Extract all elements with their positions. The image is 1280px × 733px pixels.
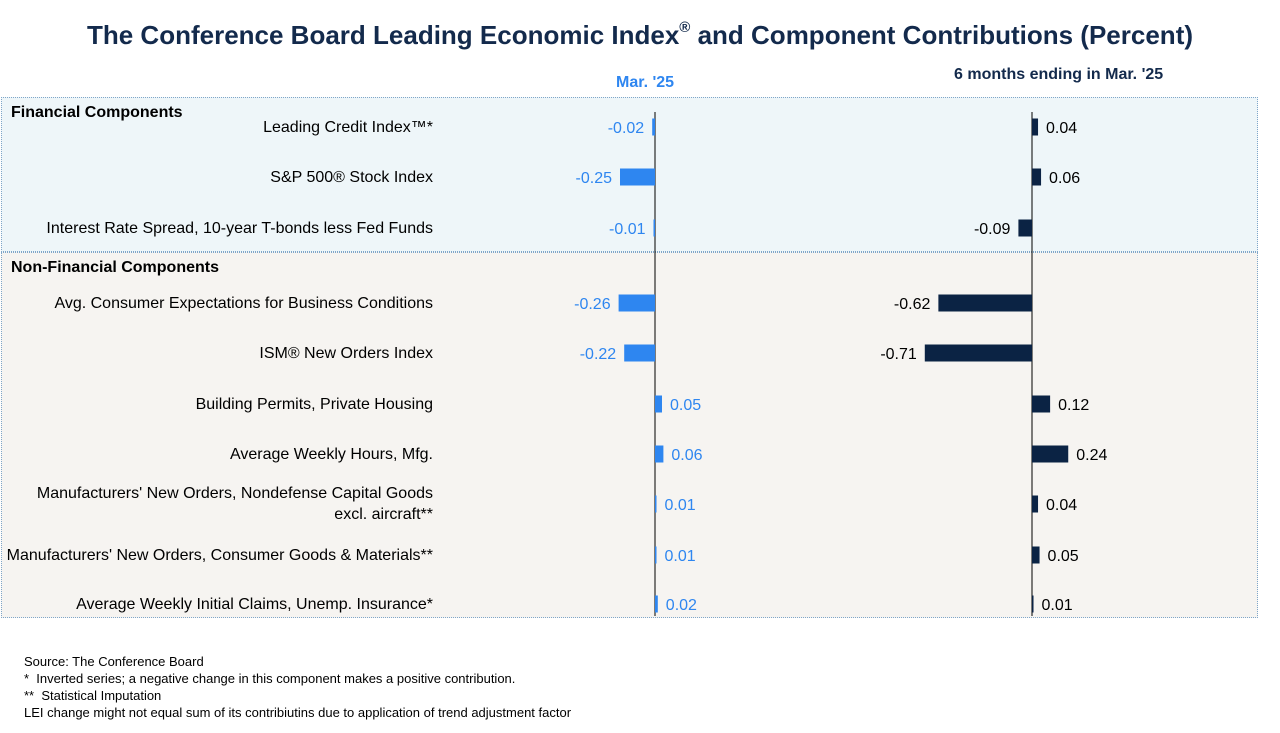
data-label: 0.06 <box>1049 170 1080 187</box>
footnote-inverted: * Inverted series; a negative change in … <box>24 671 516 686</box>
data-label: -0.62 <box>894 296 931 313</box>
bar <box>1032 445 1069 463</box>
bar <box>655 495 657 513</box>
category-label: Interest Rate Spread, 10-year T-bonds le… <box>46 219 433 237</box>
data-label: -0.02 <box>608 120 645 137</box>
data-label: 0.01 <box>1042 597 1073 614</box>
data-label: 0.05 <box>1048 548 1079 565</box>
bar <box>1032 395 1051 413</box>
footnotes: Source: The Conference Board * Inverted … <box>24 653 571 721</box>
section-label-financial: Financial Components <box>11 104 183 121</box>
category-label: Building Permits, Private Housing <box>195 395 433 413</box>
bar <box>652 118 655 136</box>
bar <box>1032 168 1042 186</box>
category-label: Average Weekly Hours, Mfg. <box>229 445 433 463</box>
data-label: -0.01 <box>609 221 646 238</box>
data-label: 0.02 <box>666 597 697 614</box>
footnote-imputation: ** Statistical Imputation <box>24 688 162 703</box>
data-label: 0.06 <box>671 447 702 464</box>
bar <box>1018 219 1032 237</box>
bar <box>624 344 655 362</box>
bar <box>938 294 1032 312</box>
data-label: -0.25 <box>576 170 613 187</box>
data-label: 0.12 <box>1058 397 1089 414</box>
bar <box>653 219 655 237</box>
bar <box>655 546 657 564</box>
bar <box>1032 118 1039 136</box>
category-label: Average Weekly Initial Claims, Unemp. In… <box>76 595 433 613</box>
category-label: Leading Credit Index™* <box>263 118 433 136</box>
data-label: 0.24 <box>1076 447 1107 464</box>
column-header-mar-25: Mar. '25 <box>616 74 675 91</box>
bar <box>924 344 1032 362</box>
bar <box>655 595 658 613</box>
bar <box>655 445 664 463</box>
data-label: 0.04 <box>1046 497 1077 514</box>
bar <box>620 168 655 186</box>
bar <box>1032 546 1040 564</box>
data-label: 0.05 <box>670 397 701 414</box>
category-label: Manufacturers' New Orders, Nondefense Ca… <box>36 485 433 523</box>
data-label: -0.26 <box>574 296 611 313</box>
data-label: -0.71 <box>880 346 917 363</box>
data-label: 0.01 <box>665 548 696 565</box>
data-label: 0.01 <box>665 497 696 514</box>
nonfinancial-section <box>1 252 1258 618</box>
category-label: S&P 500® Stock Index <box>270 168 433 186</box>
bar <box>618 294 655 312</box>
bar <box>655 395 662 413</box>
data-label: 0.04 <box>1046 120 1077 137</box>
chart-title: The Conference Board Leading Economic In… <box>86 19 1194 50</box>
bar <box>1032 495 1039 513</box>
data-label: -0.22 <box>580 346 617 363</box>
footnote-source: Source: The Conference Board <box>24 654 204 669</box>
footnote-trend-adjustment: LEI change might not equal sum of its co… <box>24 705 572 720</box>
column-header-6-months: 6 months ending in Mar. '25 <box>954 66 1164 83</box>
category-label: ISM® New Orders Index <box>259 344 433 362</box>
bar <box>1032 595 1034 613</box>
data-label: -0.09 <box>974 221 1011 238</box>
category-label: Manufacturers' New Orders, Consumer Good… <box>6 546 433 564</box>
section-label-nonfinancial: Non-Financial Components <box>11 259 219 276</box>
category-label: Avg. Consumer Expectations for Business … <box>54 294 433 312</box>
